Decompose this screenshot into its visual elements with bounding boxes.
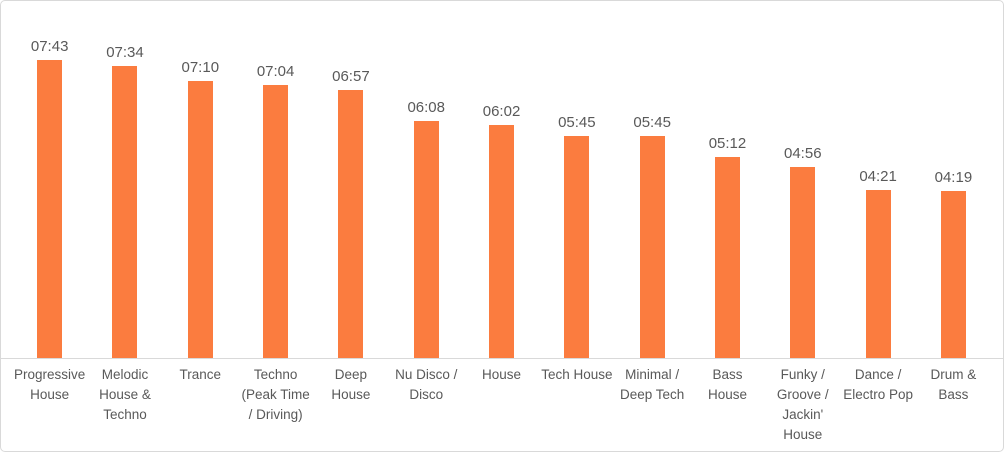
bar bbox=[639, 136, 665, 358]
category-label: Minimal / Deep Tech bbox=[620, 367, 685, 402]
plot-columns: 07:43 07:34 07:10 07:04 06:57 06:08 06:02 05:45… bbox=[12, 1, 991, 358]
bar bbox=[790, 167, 816, 358]
category-label: Dance / Electro Pop bbox=[843, 367, 913, 402]
category-label: Trance bbox=[179, 367, 222, 382]
bar bbox=[263, 85, 289, 358]
category-label: Nu Disco / Disco bbox=[395, 367, 458, 402]
bar bbox=[37, 60, 63, 358]
category-label: Melodic House & Techno bbox=[99, 367, 151, 422]
bar-value-label: 04:21 bbox=[859, 168, 897, 185]
bar-column: 07:34 bbox=[87, 1, 162, 358]
bar-value-label: 07:43 bbox=[30, 38, 69, 55]
x-axis-line bbox=[1, 358, 1003, 359]
bar-column: 05:45 bbox=[615, 1, 690, 358]
category-label: Funky / Groove / Jackin' House bbox=[776, 367, 829, 442]
bar-column: 04:19 bbox=[916, 1, 991, 358]
bar-column: 05:45 bbox=[539, 1, 614, 358]
bar bbox=[413, 121, 439, 358]
bar bbox=[489, 125, 515, 358]
bar-value-label: 04:56 bbox=[784, 145, 822, 162]
category-label: House bbox=[482, 367, 522, 382]
bar-value-label: 05:12 bbox=[708, 135, 747, 152]
bar-column: 06:02 bbox=[464, 1, 539, 358]
bar bbox=[940, 191, 966, 358]
category-label: Deep House bbox=[331, 367, 371, 402]
bar bbox=[865, 190, 891, 358]
bar-value-label: 07:34 bbox=[106, 44, 144, 61]
bar-value-label: 07:10 bbox=[181, 59, 220, 76]
bar-column: 06:08 bbox=[389, 1, 464, 358]
bar-column: 07:04 bbox=[238, 1, 313, 358]
bar-value-label: 05:45 bbox=[633, 114, 671, 131]
bar-value-label: 05:45 bbox=[558, 114, 596, 131]
bar bbox=[564, 136, 590, 358]
bar-value-label: 04:19 bbox=[934, 169, 973, 186]
category-label: Techno (Peak Time / Driving) bbox=[241, 367, 310, 422]
category-label: Progressive House bbox=[14, 367, 86, 402]
bar bbox=[187, 81, 213, 358]
category-label: Bass House bbox=[707, 367, 747, 402]
bar-value-label: 06:08 bbox=[407, 99, 445, 116]
bar bbox=[112, 66, 138, 358]
bar-value-label: 06:02 bbox=[482, 103, 521, 120]
category-label: Drum & Bass bbox=[930, 367, 977, 402]
bar-column: 04:56 bbox=[765, 1, 840, 358]
bar-value-label: 07:04 bbox=[256, 63, 295, 80]
bar-value-label: 06:57 bbox=[332, 68, 370, 85]
bar bbox=[338, 90, 364, 358]
bar-column: 07:43 bbox=[12, 1, 87, 358]
category-label: Tech House bbox=[541, 367, 613, 382]
bar-column: 04:21 bbox=[840, 1, 915, 358]
bar-column: 07:10 bbox=[163, 1, 238, 358]
category-row: Progressive House Melodic House & Techno T… bbox=[12, 365, 991, 445]
bar bbox=[714, 157, 740, 358]
bar-column: 06:57 bbox=[313, 1, 388, 358]
bar-column: 05:12 bbox=[690, 1, 765, 358]
